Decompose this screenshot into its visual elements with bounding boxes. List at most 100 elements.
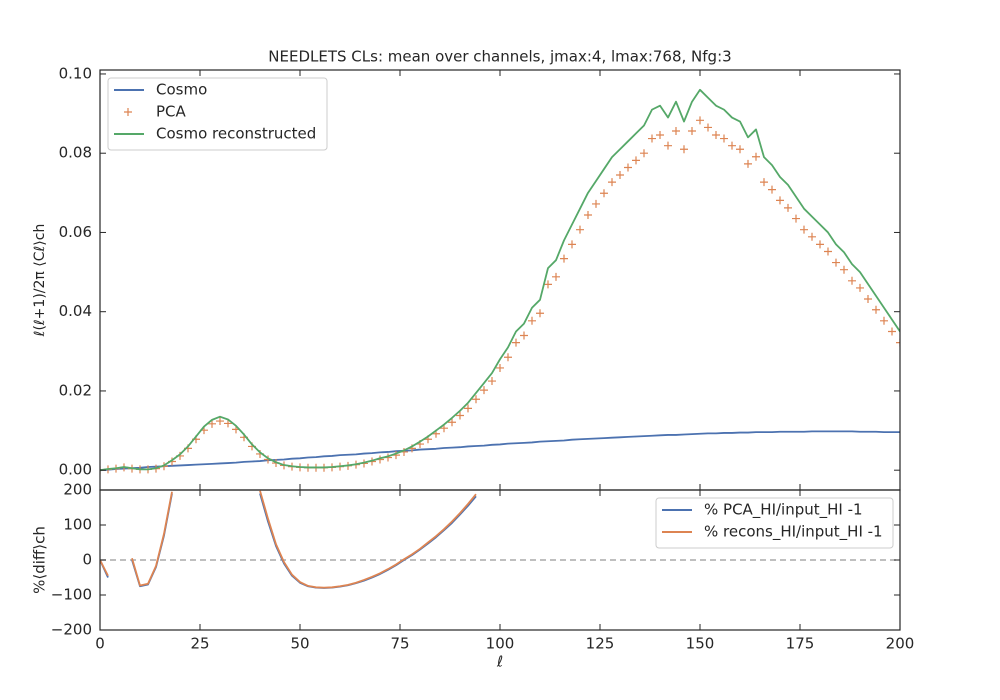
data-point [488, 377, 496, 386]
y-tick-label: 0 [82, 551, 92, 569]
data-point [472, 395, 480, 404]
data-point [528, 316, 536, 325]
y-tick-label: 0.02 [59, 381, 92, 399]
y-tick-label: 0.10 [59, 64, 92, 82]
data-point [768, 185, 776, 194]
data-point [824, 247, 832, 256]
data-point [712, 130, 720, 139]
data-point [688, 127, 696, 136]
data-point [480, 386, 488, 395]
data-point [568, 240, 576, 249]
data-point [624, 163, 632, 172]
plot-area [100, 88, 900, 475]
data-point [776, 196, 784, 205]
data-point [224, 419, 232, 428]
data-line [100, 490, 477, 589]
y-tick-label: −200 [51, 621, 92, 639]
data-point [832, 258, 840, 267]
data-point [592, 199, 600, 208]
data-point [512, 338, 520, 347]
data-point [856, 283, 864, 292]
plot-frame [99, 489, 901, 631]
data-point [496, 363, 504, 372]
x-tick-label: 200 [886, 635, 915, 653]
x-tick-label: 25 [190, 635, 209, 653]
data-point [552, 272, 560, 281]
data-point [632, 156, 640, 165]
data-point [744, 159, 752, 168]
legend-label: Cosmo [156, 81, 207, 99]
data-point [840, 265, 848, 274]
x-tick-label: 150 [686, 635, 715, 653]
data-point [704, 123, 712, 132]
data-point [680, 145, 688, 154]
legend-box [655, 497, 894, 549]
data-point [792, 214, 800, 223]
data-point [696, 116, 704, 125]
data-point [608, 178, 616, 187]
legend-label: % recons_HI/input_HI -1 [704, 523, 883, 542]
data-point [800, 225, 808, 234]
data-point [848, 276, 856, 285]
data-point [784, 203, 792, 212]
data-point [520, 331, 528, 340]
data-point [872, 305, 880, 314]
y-axis-label: %⟨diff⟩ch [31, 526, 49, 594]
y-tick-label: 0.08 [59, 144, 92, 162]
data-point [584, 211, 592, 220]
data-point [896, 338, 900, 347]
y-tick-label: 0.04 [59, 302, 92, 320]
legend-marker [124, 108, 132, 116]
data-point [736, 145, 744, 154]
data-point [464, 404, 472, 413]
data-point [640, 149, 648, 158]
data-point [864, 295, 872, 304]
y-axis-label: ℓ(ℓ+1)/2π ⟨Cℓ⟩ch [32, 224, 48, 338]
data-point [672, 127, 680, 136]
legend-box [107, 77, 328, 151]
data-point [600, 189, 608, 198]
data-point [808, 232, 816, 241]
x-tick-label: 125 [586, 635, 615, 653]
data-point [728, 141, 736, 150]
legend-label: % PCA_HI/input_HI -1 [704, 501, 863, 520]
y-tick-label: 200 [63, 481, 92, 499]
data-point [656, 130, 664, 139]
data-point [816, 240, 824, 249]
y-tick-label: 0.00 [59, 461, 92, 479]
data-line [100, 493, 477, 589]
data-point [720, 134, 728, 143]
data-point [208, 419, 216, 428]
data-point [216, 417, 224, 426]
y-tick-label: 0.06 [59, 223, 92, 241]
data-point [456, 411, 464, 420]
x-tick-label: 175 [786, 635, 815, 653]
x-tick-label: 0 [95, 635, 105, 653]
data-point [504, 353, 512, 362]
data-point [544, 280, 552, 289]
data-point [448, 418, 456, 427]
data-point [888, 327, 896, 336]
data-point [664, 141, 672, 150]
y-tick-label: 100 [63, 516, 92, 534]
data-line [100, 88, 900, 472]
data-point [616, 171, 624, 179]
data-point [576, 225, 584, 234]
chart-title: NEEDLETS CLs: mean over channels, jmax:4… [268, 48, 731, 66]
legend-label: PCA [156, 103, 187, 121]
data-point [752, 152, 760, 161]
x-tick-label: 75 [390, 635, 409, 653]
data-line [100, 430, 900, 472]
legend-label: Cosmo reconstructed [156, 125, 316, 143]
x-axis-label: ℓ [496, 653, 503, 671]
plot-area [100, 490, 900, 589]
x-tick-label: 50 [290, 635, 309, 653]
data-point [760, 178, 768, 187]
data-point [880, 316, 888, 325]
y-tick-label: −100 [51, 586, 92, 604]
data-point [536, 309, 544, 318]
x-tick-label: 100 [486, 635, 515, 653]
data-point [648, 134, 656, 143]
